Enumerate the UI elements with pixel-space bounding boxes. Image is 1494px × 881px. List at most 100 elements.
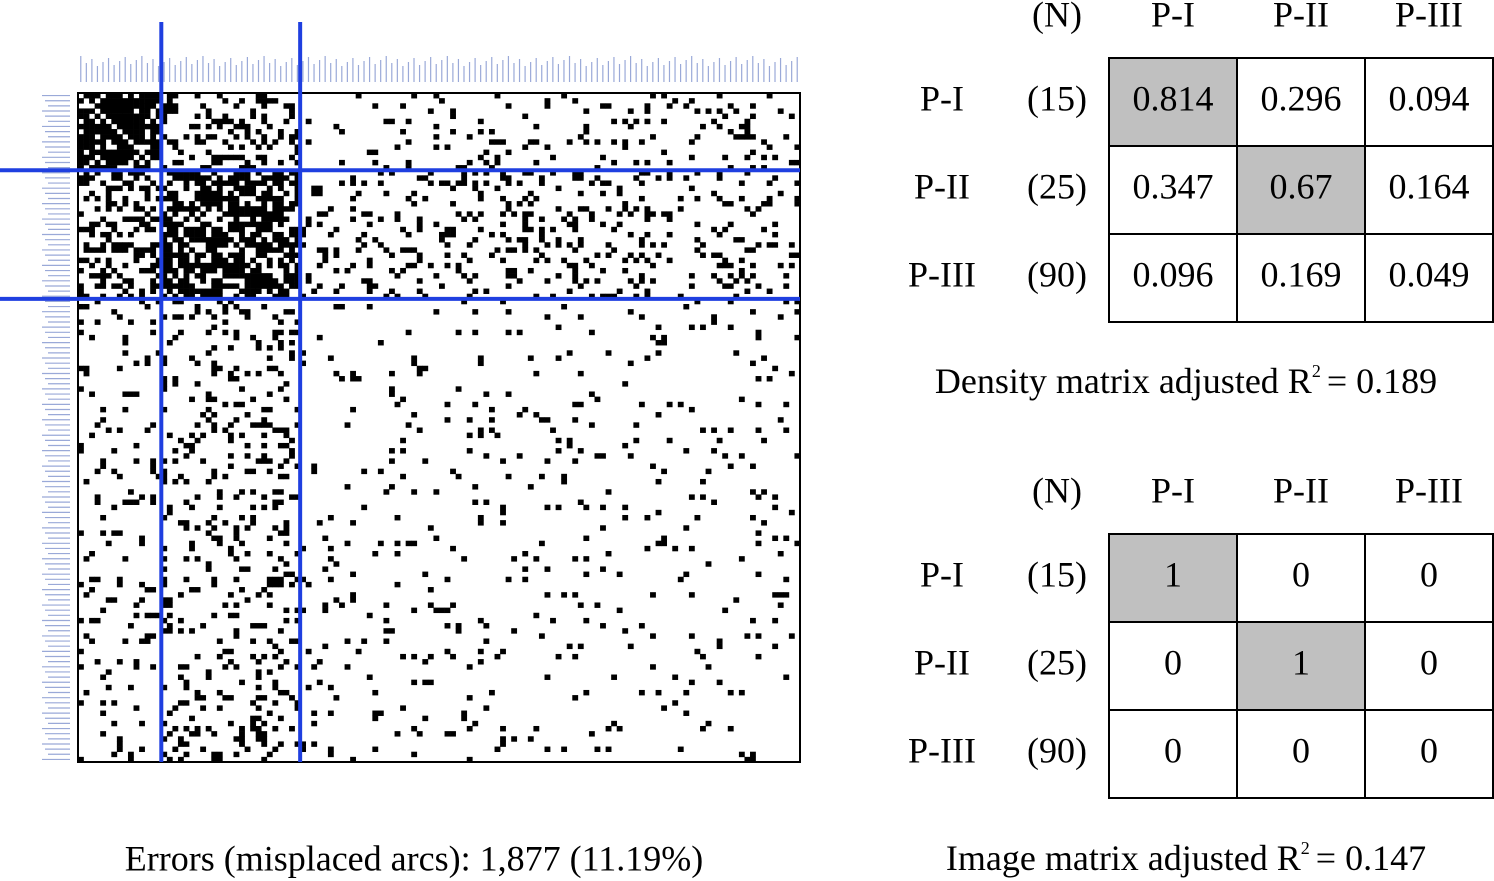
matrix-cell	[294, 576, 301, 583]
matrix-cell	[316, 185, 323, 192]
matrix-cell	[94, 319, 101, 325]
matrix-cell	[261, 180, 268, 186]
matrix-cell	[516, 329, 523, 336]
matrix-cell	[333, 695, 340, 701]
matrix-cell	[494, 746, 501, 753]
matrix-cell	[533, 195, 540, 202]
matrix-cell	[261, 278, 268, 284]
matrix-cell	[527, 355, 534, 361]
matrix-cell	[227, 720, 234, 727]
matrix-cell	[294, 237, 301, 243]
matrix-cell	[205, 674, 212, 680]
matrix-cell	[255, 129, 262, 135]
caption-rest: = 0.147	[1316, 838, 1426, 878]
matrix-cell	[161, 134, 168, 140]
matrix-cell	[644, 211, 651, 217]
matrix-cell	[711, 427, 717, 433]
cell-value: 0.164	[1389, 166, 1470, 206]
matrix-cell	[277, 262, 284, 269]
matrix-cell	[161, 165, 168, 171]
matrix-cell	[766, 201, 773, 207]
matrix-cell	[794, 453, 801, 459]
matrix-cell	[227, 262, 234, 269]
matrix-cell	[83, 633, 90, 639]
matrix-cell	[127, 170, 134, 176]
matrix-cell	[355, 190, 362, 197]
matrix-cell	[211, 247, 218, 253]
matrix-cell	[189, 247, 195, 253]
matrix-cell	[383, 293, 390, 300]
matrix-cell	[738, 180, 745, 186]
matrix-cell	[78, 293, 84, 300]
matrix-cell	[389, 386, 395, 392]
matrix-cell	[494, 432, 501, 439]
matrix-cell	[716, 195, 723, 202]
matrix-cell	[688, 406, 695, 413]
matrix-cell	[538, 216, 545, 222]
matrix-cell	[127, 756, 134, 763]
matrix-cell	[250, 700, 257, 706]
matrix-cell	[161, 597, 168, 603]
matrix-cell	[350, 216, 356, 222]
matrix-cell	[594, 453, 601, 459]
matrix-cell	[683, 689, 690, 696]
matrix-cell	[194, 525, 201, 531]
matrix-cell	[272, 581, 279, 588]
matrix-cell	[261, 406, 268, 413]
matrix-cell	[505, 201, 512, 207]
matrix-cell	[283, 561, 290, 567]
matrix-cell	[572, 226, 579, 233]
matrix-cell	[239, 386, 245, 392]
matrix-cell	[616, 607, 623, 614]
matrix-cell	[477, 648, 484, 655]
matrix-cell	[483, 288, 490, 294]
matrix-cell	[94, 499, 101, 505]
matrix-cell	[455, 623, 462, 629]
matrix-cell	[166, 504, 173, 511]
matrix-cell	[266, 283, 273, 289]
matrix-cell	[78, 113, 84, 120]
matrix-cell	[255, 684, 262, 691]
matrix-cell	[400, 705, 406, 711]
matrix-cell	[255, 211, 262, 217]
matrix-cell	[605, 551, 612, 557]
matrix-cell	[405, 422, 412, 428]
matrix-cell	[677, 576, 684, 583]
matrix-cell	[277, 237, 284, 243]
matrix-cell	[111, 504, 118, 511]
matrix-cell	[350, 571, 356, 578]
matrix-cell	[233, 530, 240, 536]
matrix-cell	[200, 432, 207, 439]
matrix-cell	[550, 617, 556, 624]
matrix-cell	[505, 247, 512, 253]
matrix-cell	[333, 288, 340, 294]
matrix-cell	[255, 242, 262, 248]
matrix-cell	[611, 674, 618, 680]
matrix-cell	[366, 612, 373, 619]
matrix-cell	[538, 180, 545, 186]
matrix-cell	[216, 123, 223, 130]
matrix-cell	[688, 283, 695, 289]
matrix-cell	[455, 267, 462, 274]
matrix-cell	[294, 607, 301, 614]
matrix-cell	[527, 484, 534, 490]
matrix-cell	[211, 231, 218, 238]
matrix-cell	[244, 180, 251, 186]
matrix-cell	[239, 98, 245, 104]
matrix-cell	[194, 134, 201, 140]
matrix-cell	[700, 324, 706, 331]
matrix-cell	[483, 149, 490, 156]
matrix-cell	[194, 170, 201, 176]
matrix-cell	[433, 607, 440, 614]
matrix-cell	[588, 422, 595, 428]
matrix-cell	[272, 365, 279, 372]
matrix-cell	[700, 478, 706, 485]
matrix-cell	[755, 540, 762, 547]
matrix-cell	[477, 195, 484, 202]
matrix-cell	[527, 211, 534, 217]
matrix-cell	[694, 221, 701, 228]
matrix-cell	[211, 283, 218, 289]
table-cell	[1236, 533, 1366, 623]
matrix-cell	[716, 93, 723, 99]
matrix-cell	[111, 242, 118, 248]
